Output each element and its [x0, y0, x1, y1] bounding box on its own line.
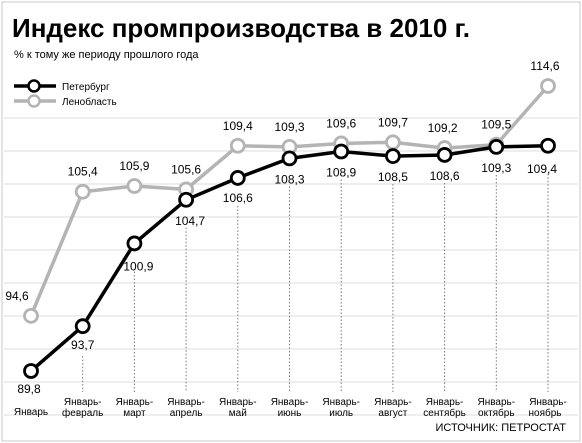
data-point-lo [126, 178, 143, 194]
data-label-lo: 105,6 [171, 162, 201, 176]
x-tick-label: Январь-ноябрь [529, 397, 567, 419]
data-label-spb: 100,9 [123, 259, 153, 273]
data-point-lo [74, 183, 91, 200]
x-tick-label: Январь-февраль [62, 397, 103, 419]
data-point-spb [74, 318, 91, 335]
data-label-lo: 94,6 [5, 289, 29, 303]
data-point-spb [281, 150, 298, 167]
data-label-lo: 109,2 [428, 121, 458, 135]
data-label-lo: 109,3 [274, 120, 304, 134]
data-point-spb [436, 147, 453, 163]
series-markers [23, 78, 556, 379]
data-label-spb: 108,3 [274, 172, 304, 186]
data-labels: 89,8 93,7 100,9 104,7 106,6 108,3 108,9 108,5 10… [5, 59, 560, 396]
x-tick-label: Январь-сентябрь [423, 397, 466, 419]
x-tick-label: Январь-июнь [271, 397, 309, 419]
x-tick-label: Январь-октябрь [477, 397, 515, 419]
data-point-lo [229, 137, 246, 154]
data-point-spb [23, 363, 39, 379]
data-label-spb: 104,7 [175, 214, 205, 228]
data-label-spb: 89,8 [17, 382, 41, 396]
source-note: ИСТОЧНИК: ПЕТРОСТАТ [436, 422, 567, 434]
data-label-lo: 105,4 [68, 165, 98, 179]
data-point-lo [540, 78, 556, 94]
chart-title: Индекс промпроизводства в 2010 г. [12, 13, 470, 43]
chart-subtitle: % к тому же периоду прошлого года [14, 49, 199, 61]
gridlines [4, 117, 578, 416]
legend-marker-lo [27, 94, 41, 108]
data-point-spb [540, 137, 556, 154]
x-tick-label: Январь-март [116, 397, 154, 419]
data-label-spb: 109,4 [527, 162, 557, 176]
data-label-spb: 109,3 [481, 161, 511, 175]
data-label-lo: 105,9 [119, 159, 149, 173]
data-label-spb: 108,5 [378, 170, 408, 184]
data-label-spb: 108,6 [430, 169, 460, 183]
data-point-spb [126, 235, 143, 252]
data-label-lo: 109,7 [378, 115, 408, 129]
data-point-lo [23, 307, 39, 324]
legend-label-spb: Петербург [62, 81, 110, 93]
data-point-lo [384, 134, 401, 151]
x-tick-label: Январь-май [219, 397, 257, 419]
data-label-spb: 106,6 [223, 191, 253, 205]
data-point-spb [488, 139, 505, 155]
data-label-lo: 109,6 [326, 116, 356, 130]
legend-label-lo: Ленобласть [62, 96, 117, 108]
data-point-spb [384, 148, 401, 165]
data-point-spb [178, 191, 195, 208]
data-point-spb [229, 170, 246, 186]
data-label-lo: 109,4 [223, 119, 253, 133]
data-point-spb [333, 143, 350, 160]
x-tick-labels: Январь Январь-февраль Январь-март Январь-ап… [14, 397, 567, 419]
x-tick-label: Январь-апрель [167, 397, 205, 419]
x-tick-label: Январь-июль [322, 397, 360, 419]
droplines [82, 173, 549, 392]
data-label-lo: 109,5 [481, 118, 511, 132]
legend: Петербург Ленобласть [14, 79, 117, 108]
data-label-spb: 108,9 [326, 166, 356, 180]
legend-marker-spb [27, 79, 41, 93]
x-tick-label: Январь-август [374, 397, 412, 419]
data-label-lo: 114,6 [530, 59, 559, 73]
data-label-spb: 93,7 [71, 338, 95, 352]
x-tick-label: Январь [14, 407, 48, 418]
